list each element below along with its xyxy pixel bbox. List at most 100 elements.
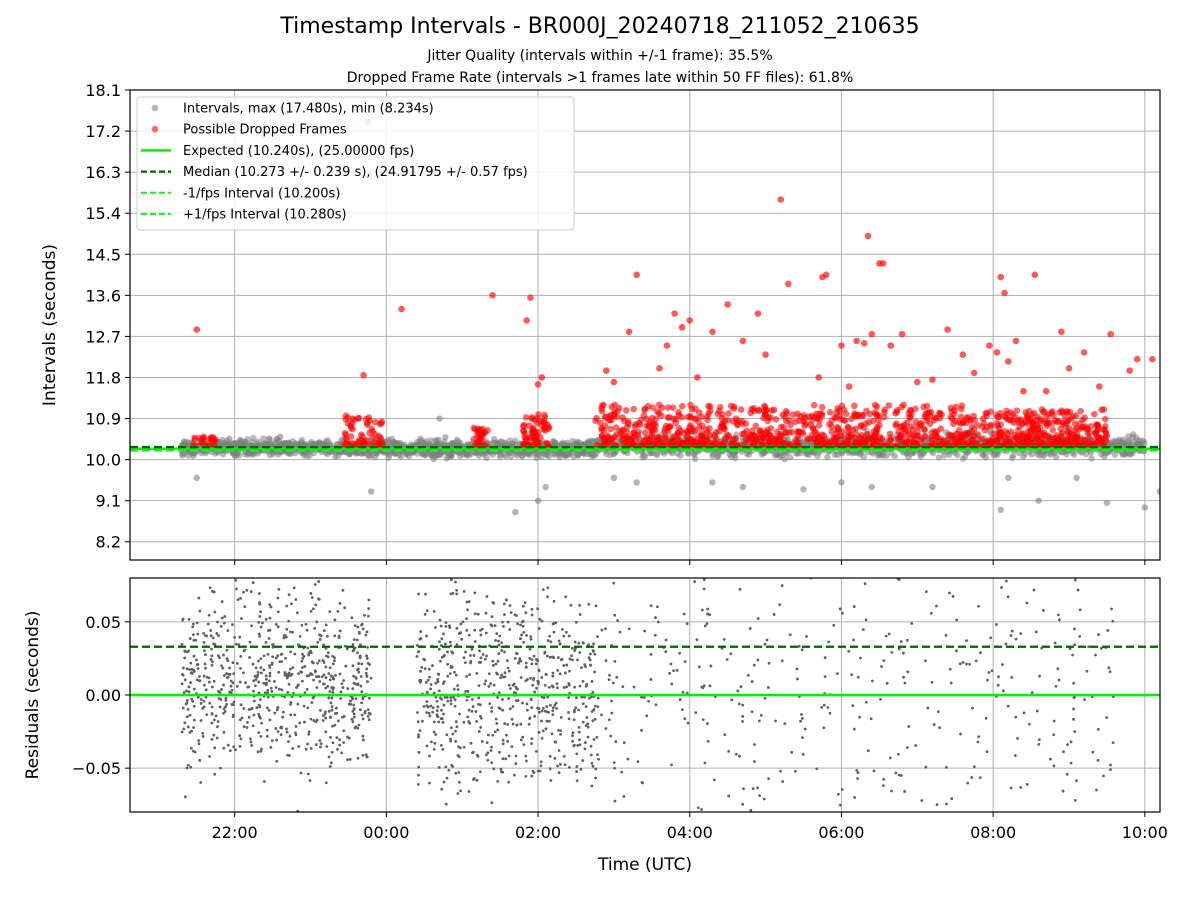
residual-point bbox=[322, 629, 326, 633]
residual-point bbox=[358, 708, 362, 712]
residual-point bbox=[351, 710, 355, 713]
residual-point bbox=[192, 687, 196, 691]
dropped-frame-point bbox=[1100, 406, 1108, 413]
residual-point bbox=[216, 620, 219, 624]
interval-point bbox=[991, 451, 999, 458]
residual-point bbox=[291, 747, 295, 750]
residual-point bbox=[368, 696, 371, 700]
residual-point bbox=[521, 624, 525, 628]
dropped-frame-point bbox=[688, 405, 696, 413]
residual-point bbox=[252, 689, 255, 693]
residual-point bbox=[331, 662, 335, 666]
residual-point bbox=[476, 612, 480, 616]
residual-point bbox=[500, 673, 504, 677]
dropped-frame-point bbox=[671, 310, 678, 317]
dropped-frame-point bbox=[952, 417, 959, 425]
residual-point bbox=[316, 640, 320, 644]
residual-point bbox=[288, 667, 292, 671]
residual-point bbox=[358, 643, 362, 647]
residual-point bbox=[367, 718, 371, 722]
residual-point bbox=[202, 649, 206, 653]
residual-point bbox=[356, 625, 360, 629]
residual-point bbox=[285, 676, 289, 680]
residual-point bbox=[303, 691, 307, 695]
residual-point bbox=[326, 684, 330, 688]
residual-point bbox=[303, 665, 307, 668]
residual-point bbox=[289, 650, 292, 654]
residual-point bbox=[210, 738, 214, 741]
residual-point bbox=[182, 727, 186, 731]
residual-point bbox=[234, 748, 237, 752]
residual-point bbox=[220, 688, 223, 691]
residual-point bbox=[339, 697, 343, 701]
dropped-frame-point bbox=[931, 428, 938, 435]
residual-point bbox=[250, 744, 254, 747]
residual-point bbox=[302, 655, 306, 658]
residual-point bbox=[428, 781, 431, 785]
residual-point bbox=[350, 616, 354, 620]
residual-point bbox=[367, 614, 370, 618]
dropped-frame-point bbox=[1094, 421, 1101, 429]
dropped-frame-point bbox=[1025, 407, 1033, 415]
residual-point bbox=[189, 765, 193, 769]
residual-point bbox=[361, 734, 365, 738]
dropped-frame-point bbox=[1065, 431, 1073, 439]
residual-point bbox=[287, 593, 291, 596]
residual-point bbox=[484, 679, 488, 683]
residual-point bbox=[206, 622, 210, 626]
dropped-frame-point bbox=[700, 433, 707, 441]
dropped-frame-point bbox=[782, 417, 790, 425]
residual-point bbox=[324, 710, 327, 714]
residual-point bbox=[240, 617, 243, 620]
residual-point bbox=[222, 653, 225, 657]
residual-point bbox=[331, 724, 334, 728]
residual-point bbox=[199, 719, 203, 722]
residual-point bbox=[180, 643, 184, 646]
residual-point bbox=[285, 730, 289, 734]
residual-point bbox=[326, 634, 329, 638]
dropped-frame-point bbox=[1043, 413, 1050, 420]
residual-point bbox=[445, 733, 449, 737]
residual-point bbox=[287, 682, 291, 686]
residual-point bbox=[352, 707, 356, 711]
dropped-frame-point bbox=[641, 429, 649, 436]
residual-point bbox=[425, 744, 429, 748]
dropped-frame-point bbox=[772, 416, 780, 423]
residual-point bbox=[233, 635, 236, 639]
residual-point bbox=[257, 620, 261, 624]
residual-point bbox=[338, 601, 342, 605]
interval-point bbox=[249, 451, 256, 458]
residual-point bbox=[315, 620, 319, 624]
residual-point bbox=[267, 637, 271, 640]
residual-point bbox=[365, 657, 369, 660]
residual-point bbox=[204, 634, 207, 637]
dropped-frame-point bbox=[753, 436, 760, 444]
dropped-frame-point bbox=[834, 425, 842, 432]
dropped-frame-point bbox=[363, 421, 371, 428]
residual-point bbox=[334, 706, 338, 710]
residual-point bbox=[238, 718, 242, 722]
residual-point bbox=[352, 715, 356, 719]
residual-point bbox=[248, 640, 252, 644]
residual-point bbox=[353, 646, 357, 650]
dropped-frame-point bbox=[868, 330, 876, 338]
residual-point bbox=[186, 725, 190, 729]
residual-point bbox=[192, 726, 196, 730]
residual-point bbox=[352, 638, 356, 642]
residual-point bbox=[267, 708, 271, 712]
residual-point bbox=[222, 711, 225, 715]
residual-point bbox=[361, 717, 365, 721]
interval-point bbox=[940, 452, 948, 459]
dropped-frame-point bbox=[489, 292, 496, 299]
residual-point bbox=[455, 588, 459, 592]
residual-point bbox=[271, 645, 275, 649]
residual-point bbox=[191, 700, 195, 703]
dropped-frame-point bbox=[815, 421, 823, 429]
dropped-frame-point bbox=[522, 435, 530, 443]
residual-point bbox=[274, 623, 278, 626]
dropped-frame-point bbox=[530, 426, 537, 433]
residual-point bbox=[455, 626, 459, 630]
residual-point bbox=[364, 671, 368, 675]
residual-point bbox=[187, 685, 191, 689]
residual-point bbox=[336, 609, 340, 613]
